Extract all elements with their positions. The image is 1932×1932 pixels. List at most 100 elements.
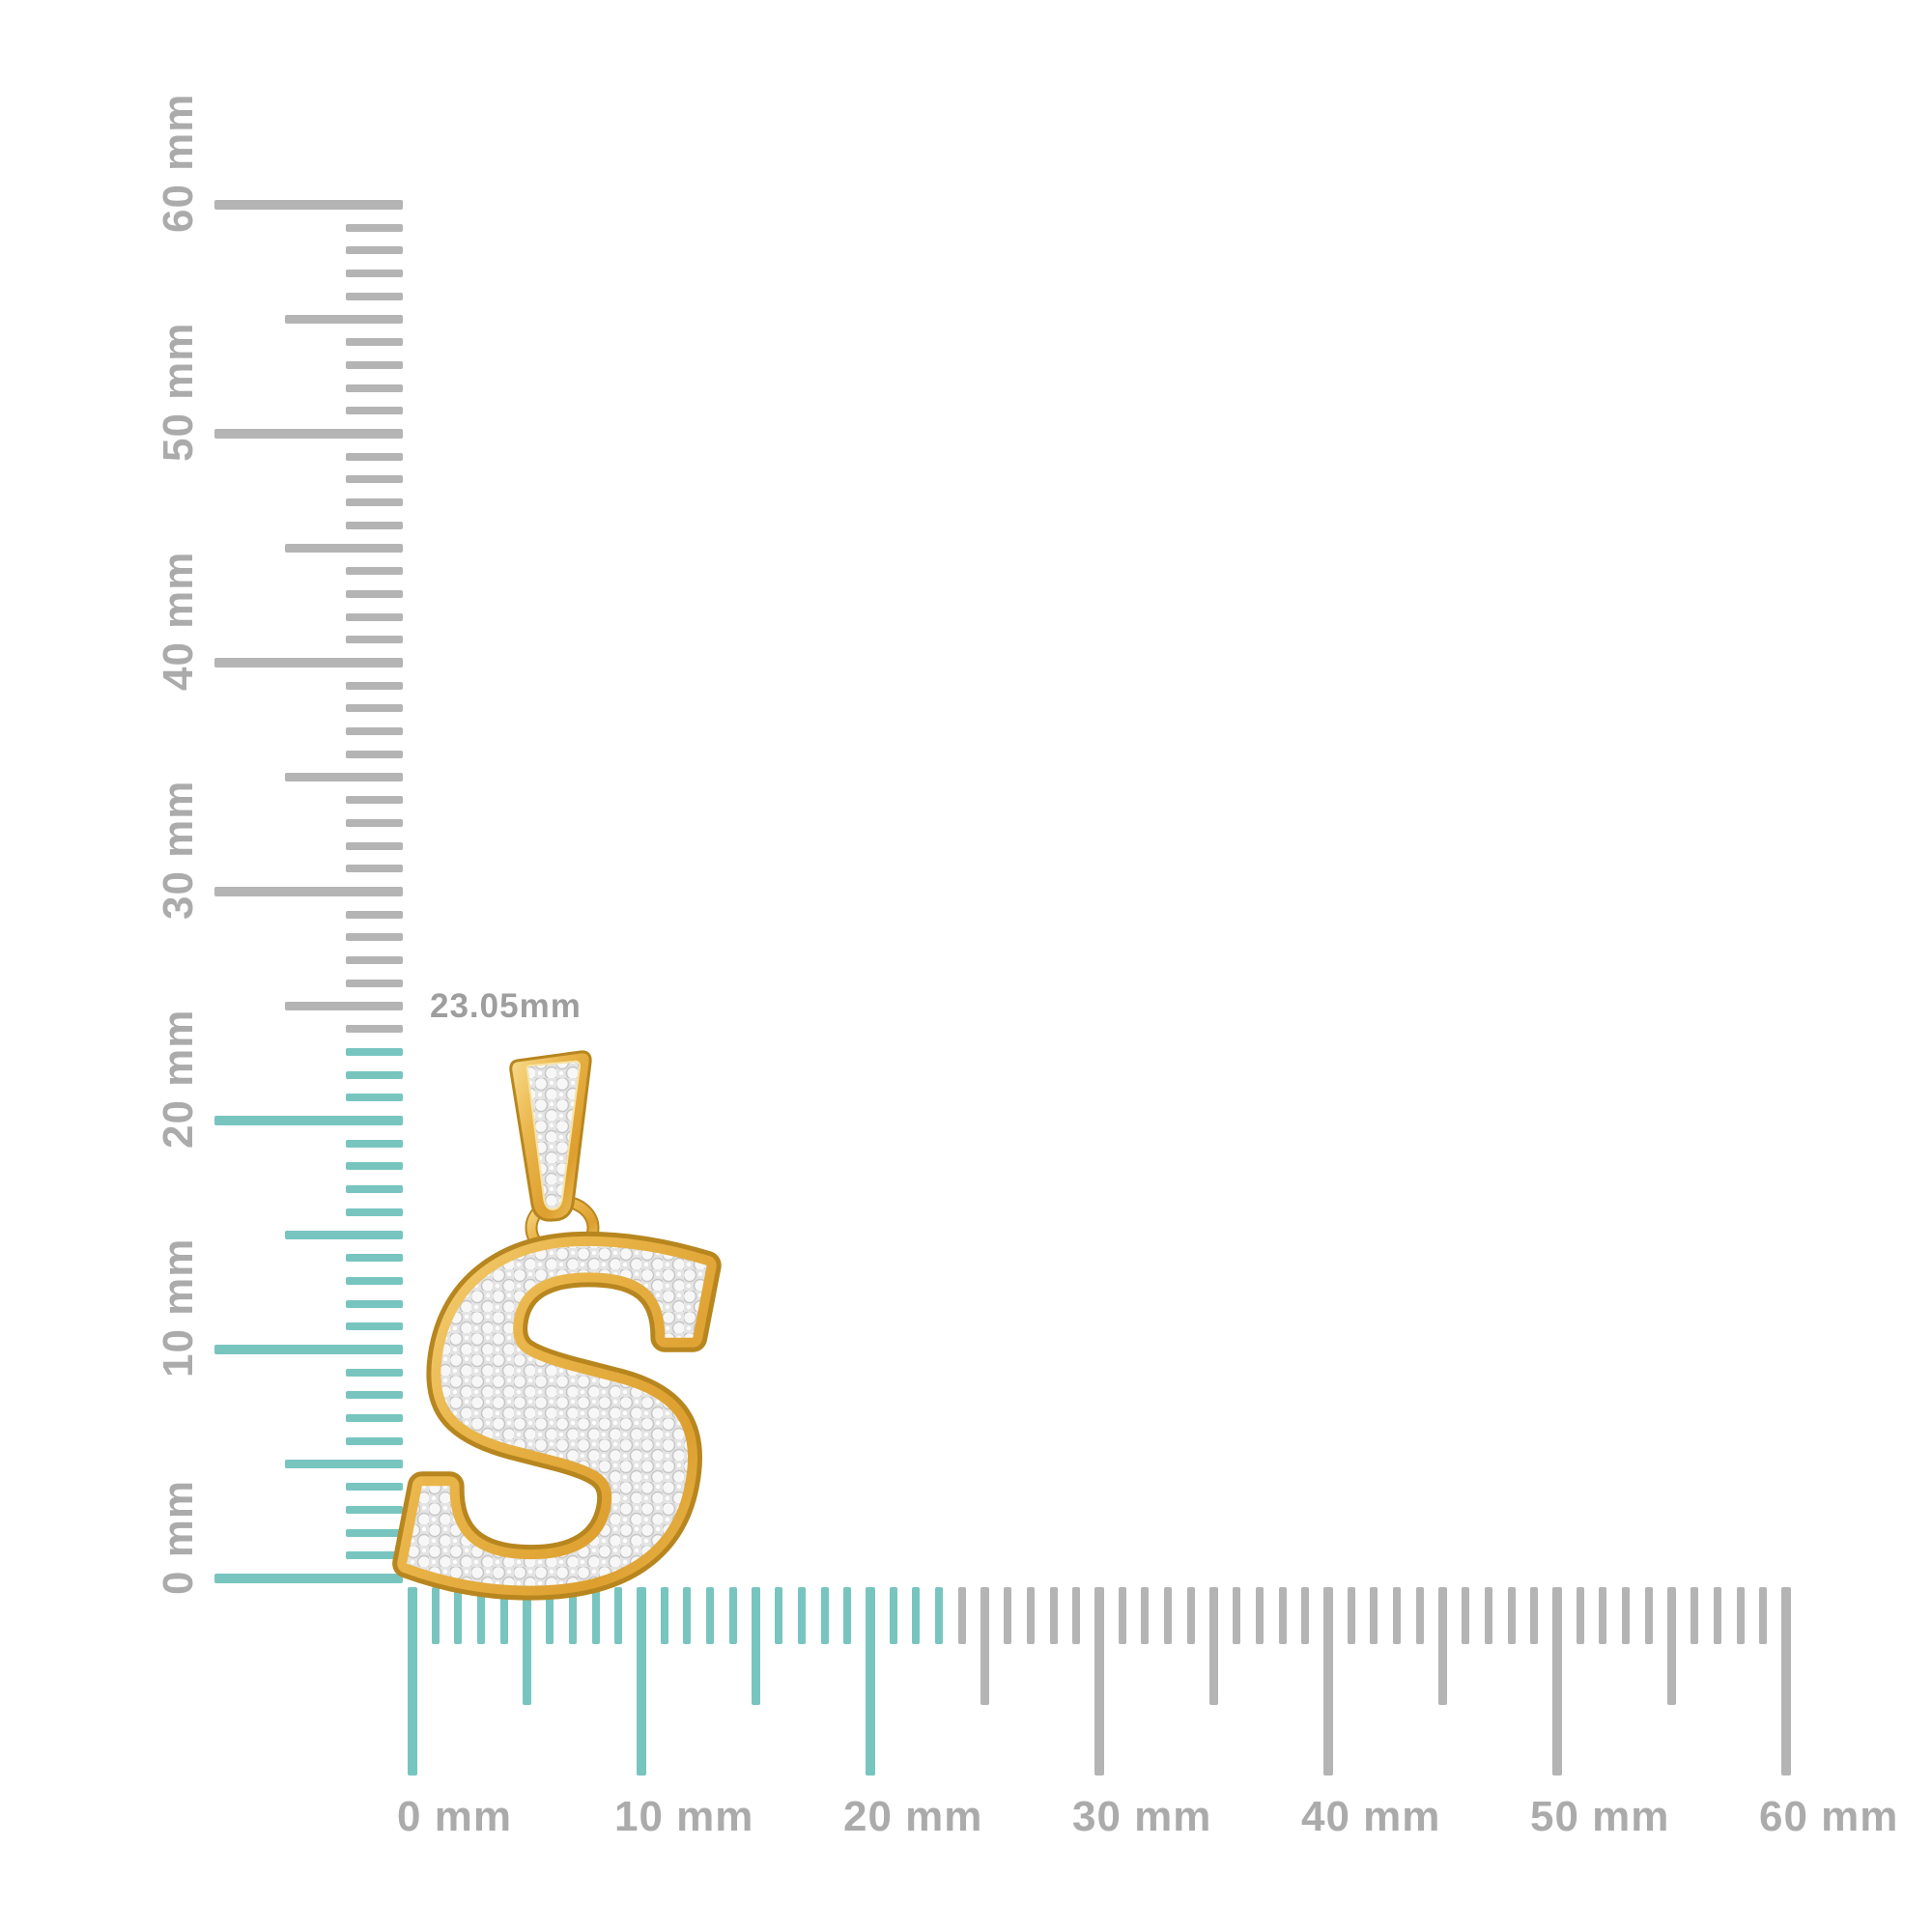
ruler-tick-26mm xyxy=(346,979,403,987)
ruler-tick-39mm xyxy=(1301,1587,1310,1644)
ruler-tick-56mm xyxy=(346,292,403,300)
ruler-tick-29mm xyxy=(346,910,403,919)
ruler-tick-27mm xyxy=(1026,1587,1035,1644)
ruler-tick-48mm xyxy=(1507,1587,1516,1644)
ruler-tick-31mm xyxy=(1118,1587,1126,1644)
ruler-tick-17mm xyxy=(797,1587,806,1644)
ruler-tick-49mm xyxy=(346,452,403,461)
ruler-label-20mm: 20 mm xyxy=(843,1793,983,1840)
ruler-tick-45mm xyxy=(285,544,403,553)
ruler-label-30mm: 30 mm xyxy=(1072,1793,1212,1840)
ruler-tick-44mm xyxy=(1415,1587,1424,1644)
ruler-tick-58mm xyxy=(346,246,403,255)
ruler-tick-4mm xyxy=(499,1587,508,1644)
ruler-tick-47mm xyxy=(1484,1587,1492,1644)
ruler-tick-16mm xyxy=(346,1208,403,1216)
ruler-tick-2mm xyxy=(454,1587,463,1644)
ruler-tick-28mm xyxy=(1049,1587,1058,1644)
ruler-tick-1mm xyxy=(346,1551,403,1560)
ruler-tick-24mm xyxy=(957,1587,966,1644)
ruler-tick-33mm xyxy=(1164,1587,1173,1644)
ruler-tick-39mm xyxy=(346,681,403,690)
ruler-label-40mm: 40 mm xyxy=(1301,1793,1441,1840)
ruler-label-60mm: 60 mm xyxy=(1759,1793,1899,1840)
ruler-label-50mm: 50 mm xyxy=(155,322,202,462)
ruler-tick-4mm xyxy=(346,1483,403,1492)
ruler-tick-28mm xyxy=(346,933,403,942)
ruler-tick-26mm xyxy=(1004,1587,1012,1644)
ruler-tick-35mm xyxy=(1209,1587,1218,1705)
ruler-tick-17mm xyxy=(346,1185,403,1194)
ruler-tick-10mm xyxy=(214,1345,403,1354)
ruler-tick-32mm xyxy=(1141,1587,1150,1644)
ruler-tick-43mm xyxy=(1393,1587,1402,1644)
ruler-tick-54mm xyxy=(346,338,403,347)
ruler-tick-20mm xyxy=(866,1587,875,1776)
ruler-label-10mm: 10 mm xyxy=(614,1793,754,1840)
ruler-tick-13mm xyxy=(706,1587,715,1644)
ruler-tick-52mm xyxy=(1599,1587,1607,1644)
ruler-tick-41mm xyxy=(346,636,403,644)
ruler-tick-47mm xyxy=(346,498,403,507)
ruler-tick-30mm xyxy=(1094,1587,1104,1776)
ruler-tick-18mm xyxy=(820,1587,829,1644)
ruler-tick-0mm xyxy=(214,1574,403,1583)
measurement-annotation: 23.05mm xyxy=(430,987,582,1025)
ruler-tick-34mm xyxy=(346,796,403,805)
ruler-tick-55mm xyxy=(1667,1587,1676,1705)
ruler-tick-13mm xyxy=(346,1276,403,1285)
ruler-tick-2mm xyxy=(346,1528,403,1537)
ruler-tick-7mm xyxy=(346,1414,403,1423)
ruler-tick-53mm xyxy=(1622,1587,1631,1644)
ruler-tick-12mm xyxy=(346,1299,403,1308)
ruler-tick-59mm xyxy=(1759,1587,1768,1644)
ruler-tick-9mm xyxy=(346,1368,403,1377)
ruler-tick-46mm xyxy=(1462,1587,1470,1644)
ruler-tick-45mm xyxy=(1438,1587,1447,1705)
ruler-tick-58mm xyxy=(1736,1587,1745,1644)
ruler-label-20mm: 20 mm xyxy=(155,1009,202,1149)
ruler-tick-36mm xyxy=(1233,1587,1241,1644)
ruler-label-40mm: 40 mm xyxy=(155,551,202,691)
ruler-tick-21mm xyxy=(889,1587,897,1644)
ruler-tick-10mm xyxy=(637,1587,646,1776)
ruler-tick-14mm xyxy=(346,1254,403,1263)
ruler-label-50mm: 50 mm xyxy=(1530,1793,1670,1840)
ruler-tick-30mm xyxy=(214,887,403,896)
ruler-tick-59mm xyxy=(346,223,403,232)
ruler-tick-56mm xyxy=(1690,1587,1699,1644)
ruler-tick-60mm xyxy=(1781,1587,1791,1776)
ruler-tick-41mm xyxy=(1347,1587,1355,1644)
ruler-tick-36mm xyxy=(346,750,403,758)
ruler-tick-32mm xyxy=(346,841,403,850)
ruler-tick-49mm xyxy=(1530,1587,1539,1644)
ruler-tick-55mm xyxy=(285,315,403,324)
ruler-tick-9mm xyxy=(614,1587,623,1644)
ruler-tick-40mm xyxy=(1323,1587,1333,1776)
ruler-tick-24mm xyxy=(346,1025,403,1034)
ruler-tick-6mm xyxy=(546,1587,554,1644)
ruler-tick-38mm xyxy=(346,704,403,713)
ruler-tick-50mm xyxy=(214,429,403,439)
ruler-tick-37mm xyxy=(346,727,403,736)
ruler-tick-37mm xyxy=(1255,1587,1264,1644)
ruler-tick-29mm xyxy=(1072,1587,1081,1644)
ruler-tick-50mm xyxy=(1552,1587,1562,1776)
letter-s-group: S S S xyxy=(386,1143,734,1633)
ruler-tick-48mm xyxy=(346,475,403,484)
ruler-tick-52mm xyxy=(346,384,403,392)
ruler-tick-14mm xyxy=(728,1587,737,1644)
ruler-tick-20mm xyxy=(214,1116,403,1125)
ruler-tick-38mm xyxy=(1278,1587,1287,1644)
ruler-tick-19mm xyxy=(346,1139,403,1148)
ruler-tick-25mm xyxy=(980,1587,989,1705)
ruler-tick-57mm xyxy=(346,270,403,278)
ruler-tick-8mm xyxy=(591,1587,600,1644)
ruler-tick-44mm xyxy=(346,567,403,576)
ruler-tick-3mm xyxy=(346,1505,403,1514)
ruler-tick-34mm xyxy=(1186,1587,1195,1644)
ruler-tick-8mm xyxy=(346,1391,403,1400)
ruler-tick-42mm xyxy=(1370,1587,1378,1644)
ruler-tick-22mm xyxy=(346,1070,403,1079)
ruler-tick-19mm xyxy=(843,1587,852,1644)
